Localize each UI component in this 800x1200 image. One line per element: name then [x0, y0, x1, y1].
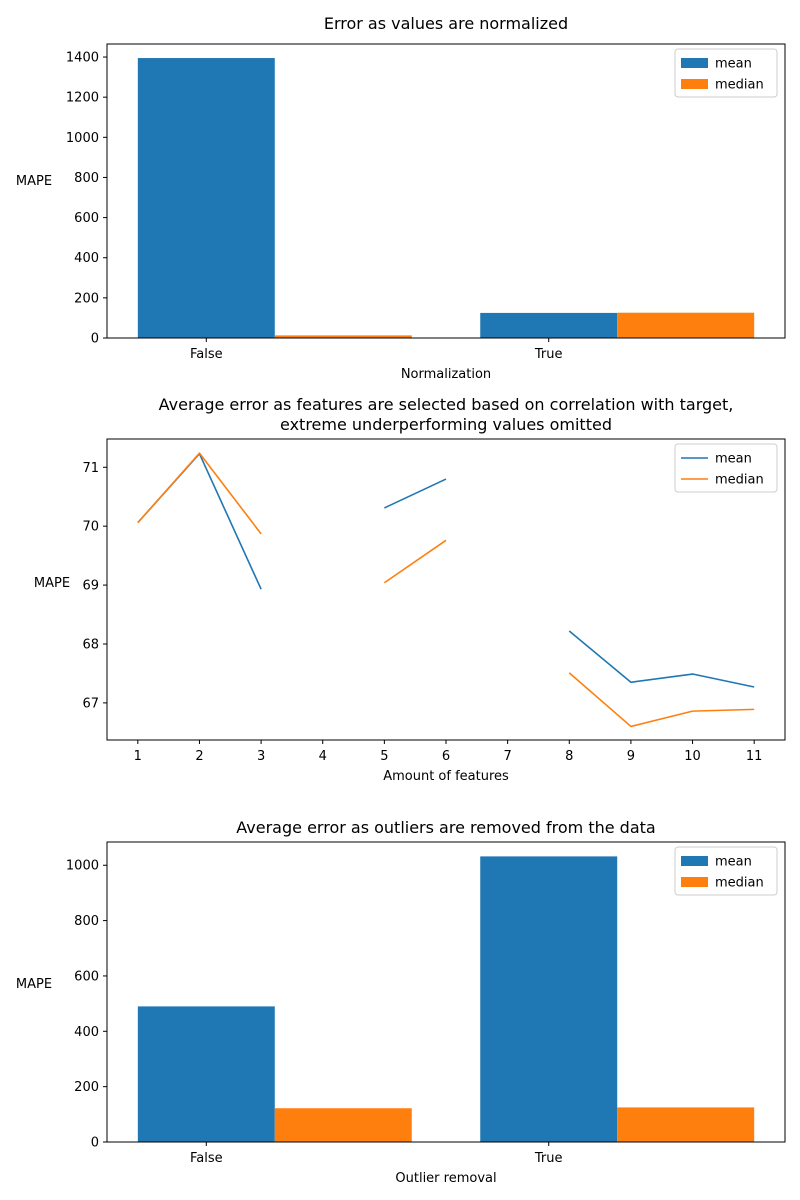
legend-label-mean: mean [715, 452, 752, 467]
y-axis-label: MAPE [16, 174, 52, 189]
axes-frame [106, 438, 786, 741]
y-tick-label: 70 [82, 520, 99, 535]
y-tick-label: 200 [74, 291, 99, 306]
series-line-mean [568, 630, 755, 688]
series-line-median [383, 539, 447, 584]
y-tick-label: 1000 [66, 131, 99, 146]
bar-mean-True [480, 856, 618, 1142]
series-line-median [137, 452, 262, 535]
x-axis-label: Normalization [401, 367, 491, 382]
y-tick-label: 800 [74, 171, 99, 186]
x-tick-label: True [534, 347, 563, 362]
x-tick-label: 2 [195, 749, 203, 764]
y-tick-label: 1400 [66, 51, 99, 66]
bar-median-False [274, 335, 412, 338]
x-axis-label: Amount of features [383, 769, 509, 784]
plot-area: False True 0 200 400 600 800 1000 mean median [66, 841, 786, 1166]
y-tick-label: 800 [74, 914, 99, 929]
x-tick-label: 7 [503, 749, 511, 764]
legend-box [674, 443, 778, 493]
y-tick-label: 600 [74, 211, 99, 226]
bar-mean-True [480, 312, 618, 338]
legend-swatch-mean [681, 58, 708, 68]
bar-median-True [617, 312, 755, 338]
y-tick-label: 1200 [66, 91, 99, 106]
y-axis-label: MAPE [16, 977, 52, 992]
chart-outliers: Average error as outliers are removed fr… [16, 818, 786, 1186]
x-tick-label: False [190, 1151, 223, 1166]
axes-frame [106, 43, 786, 339]
y-tick-label: 68 [82, 637, 99, 652]
x-tick-label: 11 [746, 749, 763, 764]
x-tick-label: 4 [319, 749, 327, 764]
y-tick-label: 69 [82, 579, 99, 594]
bar-mean-False [137, 58, 275, 338]
chart-features: Average error as features are selected b… [34, 395, 786, 784]
bar-median-True [617, 1107, 755, 1142]
legend-label-mean: mean [715, 855, 752, 870]
chart-title: Average error as outliers are removed fr… [236, 818, 655, 837]
y-tick-label: 71 [82, 461, 99, 476]
x-tick-label: 6 [442, 749, 450, 764]
plot-area: False True 0 200 400 600 800 1000 1200 1400 mean me… [66, 43, 786, 362]
chart-title: Average error as features are selected b… [159, 395, 734, 414]
legend-label-median: median [715, 473, 764, 488]
x-tick-label: 10 [684, 749, 701, 764]
legend-swatch-median [681, 79, 708, 89]
y-axis-label: MAPE [34, 576, 70, 591]
series-line-mean [384, 478, 447, 509]
chart-title: Error as values are normalized [324, 14, 568, 33]
y-tick-label: 600 [74, 969, 99, 984]
legend-swatch-median [681, 877, 708, 887]
legend-label-mean: mean [715, 57, 752, 72]
legend-label-median: median [715, 78, 764, 93]
x-tick-label: 5 [380, 749, 388, 764]
axes-frame [106, 841, 786, 1143]
x-tick-label: 3 [257, 749, 265, 764]
series-line-mean [137, 452, 262, 590]
y-tick-label: 400 [74, 251, 99, 266]
x-tick-label: True [534, 1151, 563, 1166]
legend-swatch-mean [681, 856, 708, 866]
chart-normalization: Error as values are normalized False True… [16, 14, 786, 382]
y-tick-label: 67 [82, 696, 99, 711]
y-tick-label: 200 [74, 1080, 99, 1095]
y-tick-label: 0 [91, 1136, 99, 1151]
legend-label-median: median [715, 876, 764, 891]
y-tick-label: 1000 [66, 859, 99, 874]
series-line-median [568, 672, 755, 728]
x-tick-label: False [190, 347, 223, 362]
x-tick-label: 9 [627, 749, 635, 764]
x-axis-label: Outlier removal [395, 1171, 496, 1186]
bar-mean-False [137, 1006, 275, 1142]
x-tick-label: 8 [565, 749, 573, 764]
y-tick-label: 0 [91, 332, 99, 347]
bar-median-False [274, 1108, 412, 1142]
chart-title-line2: extreme underperforming values omitted [280, 415, 612, 434]
x-tick-label: 1 [134, 749, 142, 764]
y-tick-label: 400 [74, 1025, 99, 1040]
